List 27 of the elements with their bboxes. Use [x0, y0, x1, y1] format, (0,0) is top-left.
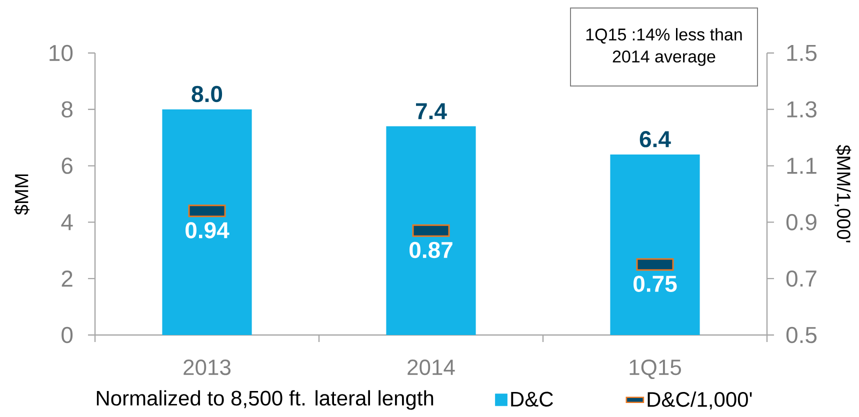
- annotation: 1Q15 :14% less than 2014 average: [586, 28, 742, 66]
- data-label: 0.87: [410, 242, 452, 258]
- x-tick-label: 2013: [184, 360, 231, 376]
- y-tick-label: 8: [62, 101, 72, 118]
- y-tick-label: 0: [62, 326, 73, 344]
- y2-tick-label: 1.3: [787, 101, 816, 118]
- legend-label: D&C/1,000': [648, 391, 752, 410]
- y2-axis-title: $MM/1,000': [834, 144, 852, 242]
- y2-tick-label: 1.5: [787, 44, 817, 62]
- legend-label: D&C: [511, 392, 553, 407]
- y-tick-label: 10: [50, 44, 73, 62]
- data-label: 0.94: [186, 222, 230, 238]
- y-tick-label: 4: [61, 214, 73, 230]
- y-axis-title: $MM: [14, 174, 30, 215]
- y2-tick-label: 0.5: [786, 326, 817, 344]
- x-tick-label: 2014: [408, 360, 455, 376]
- x-tick-label: 1Q15: [630, 360, 681, 380]
- y2-tick-label: 0.9: [786, 214, 816, 230]
- y-tick-label: 6: [62, 158, 72, 174]
- y-tick-label: 2: [62, 270, 72, 287]
- data-label: 0.75: [634, 276, 677, 292]
- data-label: 8.0: [192, 86, 222, 102]
- data-label: 7.4: [416, 103, 447, 120]
- y2-tick-label: 1.1: [787, 158, 816, 174]
- text: Normalized to 8,500 ft. lateral length: [96, 390, 434, 410]
- data-label: 6.4: [640, 131, 671, 148]
- y2-tick-label: 0.7: [786, 270, 816, 287]
